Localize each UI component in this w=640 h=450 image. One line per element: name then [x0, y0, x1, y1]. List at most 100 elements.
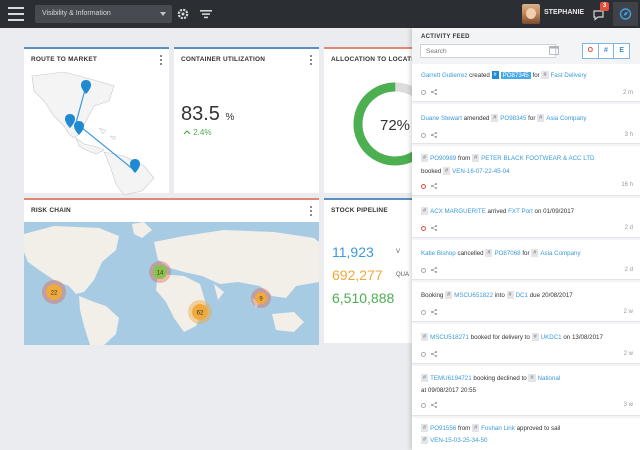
feed-entity-link[interactable]: National — [537, 375, 561, 382]
feed-item[interactable]: Booking # MSCU651822 into # DC1 due 20/08/… — [412, 282, 640, 322]
feed-item[interactable]: # PO91556 from # Foshan Link approved to s… — [412, 418, 640, 450]
trend-up-icon — [183, 130, 191, 135]
card-title: ROUTE TO MARKET — [31, 56, 98, 63]
feed-entity-link[interactable]: MSCU518271 — [430, 334, 469, 341]
chat-icon[interactable] — [588, 3, 610, 25]
status-icon[interactable] — [421, 183, 426, 189]
feed-user-link[interactable]: Katie Bishop — [421, 250, 456, 257]
feed-text: Booking — [421, 292, 444, 299]
feed-entity-link[interactable]: VEN-16-07-22-45-04 — [452, 168, 510, 175]
feed-item[interactable]: # TEMU6194721 booking declined to # Nation… — [412, 366, 640, 416]
card-title: STOCK PIPELINE — [331, 207, 388, 214]
location-pin-icon[interactable] — [81, 80, 91, 94]
more-options-icon[interactable] — [310, 55, 313, 65]
share-icon[interactable] — [431, 183, 437, 190]
feed-item[interactable]: # ACX MARGUERITE arrived FXT Port on 01/0… — [412, 198, 640, 238]
feed-item[interactable]: Duane Stewart amended # PO98345 for # Asia… — [412, 104, 640, 144]
risk-cluster[interactable]: 62 — [188, 300, 212, 324]
avatar[interactable] — [522, 4, 540, 24]
hash-icon: # — [506, 291, 514, 300]
menu-icon[interactable] — [8, 7, 24, 21]
feed-entity-link[interactable]: Asia Company — [540, 250, 581, 257]
more-options-icon[interactable] — [310, 206, 313, 216]
feed-entity-link[interactable]: PO87068 — [494, 250, 521, 257]
activity-toggle-button[interactable] — [613, 2, 638, 26]
hash-icon: # — [531, 249, 539, 258]
status-icon[interactable] — [421, 267, 426, 273]
risk-map[interactable]: 22 14 9 62 — [24, 222, 319, 345]
status-icon[interactable] — [421, 132, 426, 138]
feed-entity-link[interactable]: TEMU6194721 — [430, 375, 472, 382]
stock-value-1: 11,923 — [332, 244, 374, 260]
container-utilization-card: CONTAINER UTILIZATION 83.5 % 2.4% — [174, 47, 319, 193]
filter-hash-button[interactable]: # — [598, 43, 615, 59]
share-icon[interactable] — [431, 351, 437, 358]
share-icon[interactable] — [431, 89, 437, 96]
share-icon[interactable] — [431, 132, 437, 139]
feed-search-input[interactable] — [420, 44, 556, 58]
gear-icon[interactable] — [176, 7, 190, 21]
feed-age: 2 w — [623, 351, 633, 357]
status-icon[interactable] — [421, 309, 426, 315]
risk-cluster[interactable]: 9 — [251, 288, 271, 308]
risk-cluster[interactable]: 14 — [149, 261, 171, 283]
feed-age: 2 d — [624, 267, 633, 273]
feed-user-link[interactable]: Duane Stewart — [421, 115, 462, 122]
delta-value: 2.4% — [193, 128, 212, 137]
share-icon[interactable] — [431, 402, 437, 409]
feed-entity-link[interactable]: PO87345 — [500, 72, 531, 79]
feed-entity-link[interactable]: Asia Company — [546, 115, 587, 122]
route-map[interactable] — [24, 66, 169, 195]
hash-icon: # — [421, 424, 429, 433]
feed-entity-link[interactable]: Fast Delivery — [550, 72, 587, 79]
filter-orders-button[interactable]: O — [582, 43, 599, 59]
feed-text: on 01/09/2017 — [534, 208, 575, 215]
hash-icon: # — [445, 291, 453, 300]
card-title: ALLOCATION TO LOCATIO — [331, 56, 419, 63]
share-icon[interactable] — [431, 225, 437, 232]
compass-icon — [619, 8, 632, 20]
feed-item[interactable]: Garrett Gutierrez created # PO87345 for #… — [412, 64, 640, 102]
view-select[interactable]: Visibility & Information — [35, 5, 172, 23]
filter-events-button[interactable]: E — [614, 43, 631, 59]
feed-entity-link[interactable]: DC1 — [515, 292, 528, 299]
feed-item[interactable]: # PO90989 from # PETER BLACK FOOTWEAR & AC… — [412, 146, 640, 196]
hash-icon: # — [421, 207, 429, 216]
feed-entity-link[interactable]: ACX MARGUERITE — [430, 208, 486, 215]
feed-entity-link[interactable]: FXT Port — [508, 208, 533, 215]
feed-entity-link[interactable]: UKDC1 — [540, 334, 562, 341]
hash-icon: # — [421, 374, 429, 383]
status-icon[interactable] — [421, 225, 426, 231]
feed-entity-link[interactable]: PO90989 — [430, 155, 457, 162]
feed-entity-link[interactable]: Foshan Link — [481, 425, 515, 432]
feed-item[interactable]: Katie Bishop cancelled # PO87068 for # Asi… — [412, 240, 640, 280]
feed-item[interactable]: # MSCU518271 booked for delivery to # UKDC… — [412, 324, 640, 364]
filter-icon[interactable] — [199, 7, 213, 21]
feed-user-link[interactable]: Garrett Gutierrez — [421, 72, 468, 79]
location-pin-icon[interactable] — [130, 159, 140, 173]
location-pin-icon[interactable] — [74, 121, 84, 135]
share-icon[interactable] — [431, 267, 437, 274]
more-options-icon[interactable] — [160, 55, 163, 65]
cluster-count: 9 — [259, 297, 263, 303]
feed-entity-link[interactable]: PO98345 — [500, 115, 527, 122]
user-name[interactable]: STEPHANIE — [544, 9, 585, 16]
location-pin-icon[interactable] — [65, 114, 75, 128]
status-icon[interactable] — [421, 351, 426, 357]
status-icon[interactable] — [421, 89, 426, 95]
calendar-icon[interactable] — [549, 45, 559, 55]
feed-text: for — [522, 250, 530, 257]
risk-cluster[interactable]: 22 — [42, 280, 66, 304]
feed-text: for — [532, 72, 540, 79]
feed-entity-link[interactable]: PO91556 — [430, 425, 457, 432]
feed-text: for — [528, 115, 536, 122]
status-icon[interactable] — [421, 402, 426, 408]
feed-entity-link[interactable]: PETER BLACK FOOTWEAR & ACC LTD — [481, 155, 595, 162]
feed-text: into — [494, 292, 505, 299]
feed-entity-link[interactable]: MSCU651822 — [454, 292, 494, 299]
hash-icon: # — [421, 333, 429, 342]
share-icon[interactable] — [431, 309, 437, 316]
feed-entity-link[interactable]: VEN-15-03-25-34-50 — [430, 437, 488, 444]
stock-pipeline-card: STOCK PIPELINE 11,923 V 692,277 QUA 6,51… — [324, 198, 424, 343]
hash-icon: # — [472, 424, 480, 433]
